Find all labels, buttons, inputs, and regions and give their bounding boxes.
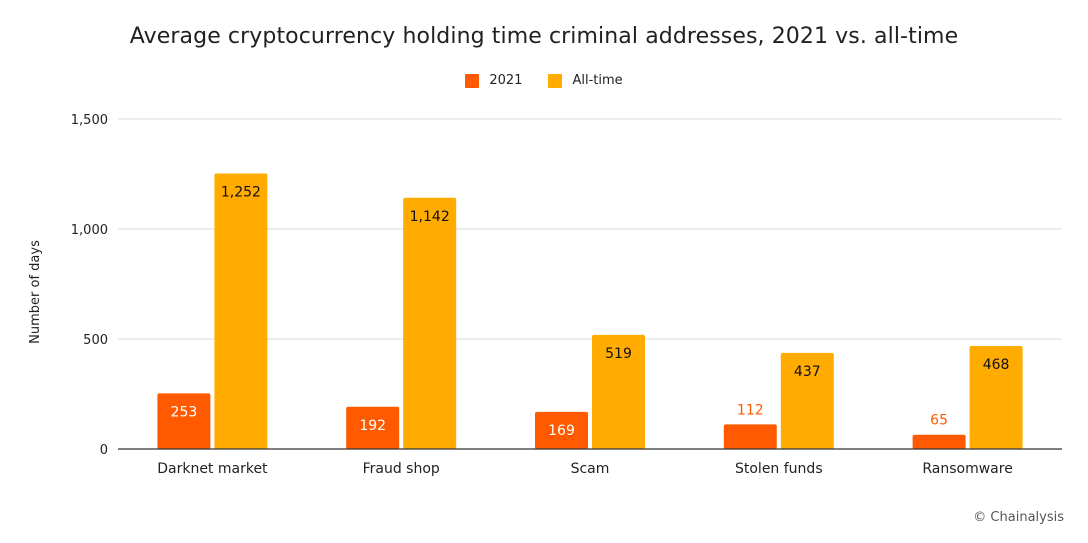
bar-all-time xyxy=(403,197,457,449)
y-tick-label: 0 xyxy=(100,443,108,458)
data-label: 65 xyxy=(930,413,948,429)
bars xyxy=(157,173,1023,449)
bar-all-time xyxy=(969,346,1023,449)
bar-2021 xyxy=(723,424,777,449)
legend-item-all-time: All-time xyxy=(548,73,623,88)
data-label: 1,252 xyxy=(221,185,261,201)
y-tick-label: 500 xyxy=(83,333,108,348)
data-label: 437 xyxy=(794,364,821,380)
data-label: 169 xyxy=(548,423,575,439)
data-label: 112 xyxy=(737,402,764,418)
bar-2021 xyxy=(157,393,211,449)
y-axis-ticks: 0 500 1,000 1,500 xyxy=(71,113,108,458)
x-tick-label: Darknet market xyxy=(157,461,268,477)
bar-all-time xyxy=(592,334,645,449)
gridlines xyxy=(118,118,1062,340)
bar-all-time xyxy=(214,173,268,449)
legend-label-all-time: All-time xyxy=(572,73,623,88)
x-tick-label: Fraud shop xyxy=(363,461,440,477)
data-label: 253 xyxy=(171,404,198,420)
y-axis-label: Number of days xyxy=(28,240,43,344)
data-labels: 253 1,252 192 1,142 169 519 112 437 65 468 xyxy=(171,185,1010,439)
y-tick-label: 1,000 xyxy=(71,223,108,238)
x-tick-label: Ransomware xyxy=(922,461,1012,477)
bar-2021 xyxy=(535,411,588,449)
legend: 2021 All-time xyxy=(0,73,1088,88)
legend-item-2021: 2021 xyxy=(465,73,522,88)
data-label: 468 xyxy=(983,357,1010,373)
bar-all-time xyxy=(780,352,834,449)
x-tick-label: Scam xyxy=(571,461,610,477)
data-label: 1,142 xyxy=(410,209,450,225)
legend-swatch-all-time xyxy=(548,73,563,88)
legend-swatch-2021 xyxy=(465,73,480,88)
bar-2021 xyxy=(346,406,400,449)
credit-text: © Chainalysis xyxy=(973,510,1064,525)
x-axis-ticks: Darknet market Fraud shop Scam Stolen funds… xyxy=(157,461,1013,477)
x-tick-label: Stolen funds xyxy=(735,461,823,477)
data-label: 519 xyxy=(605,346,632,362)
chart-title: Average cryptocurrency holding time crim… xyxy=(129,24,959,49)
legend-label-2021: 2021 xyxy=(489,73,523,88)
data-label: 192 xyxy=(359,418,386,434)
y-tick-label: 1,500 xyxy=(71,113,108,128)
bar-2021 xyxy=(912,434,966,449)
